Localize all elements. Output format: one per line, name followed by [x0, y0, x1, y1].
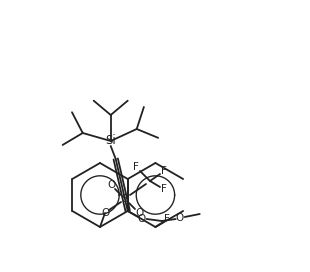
Text: O: O	[135, 208, 143, 218]
Text: O: O	[101, 208, 109, 218]
Text: O: O	[175, 213, 184, 223]
Text: O: O	[138, 214, 146, 224]
Text: F: F	[165, 214, 171, 224]
Text: F: F	[161, 166, 167, 176]
Text: O: O	[107, 180, 115, 190]
Text: Si: Si	[105, 134, 116, 147]
Text: F: F	[161, 184, 167, 194]
Text: S: S	[122, 194, 128, 204]
Text: F: F	[133, 162, 139, 172]
